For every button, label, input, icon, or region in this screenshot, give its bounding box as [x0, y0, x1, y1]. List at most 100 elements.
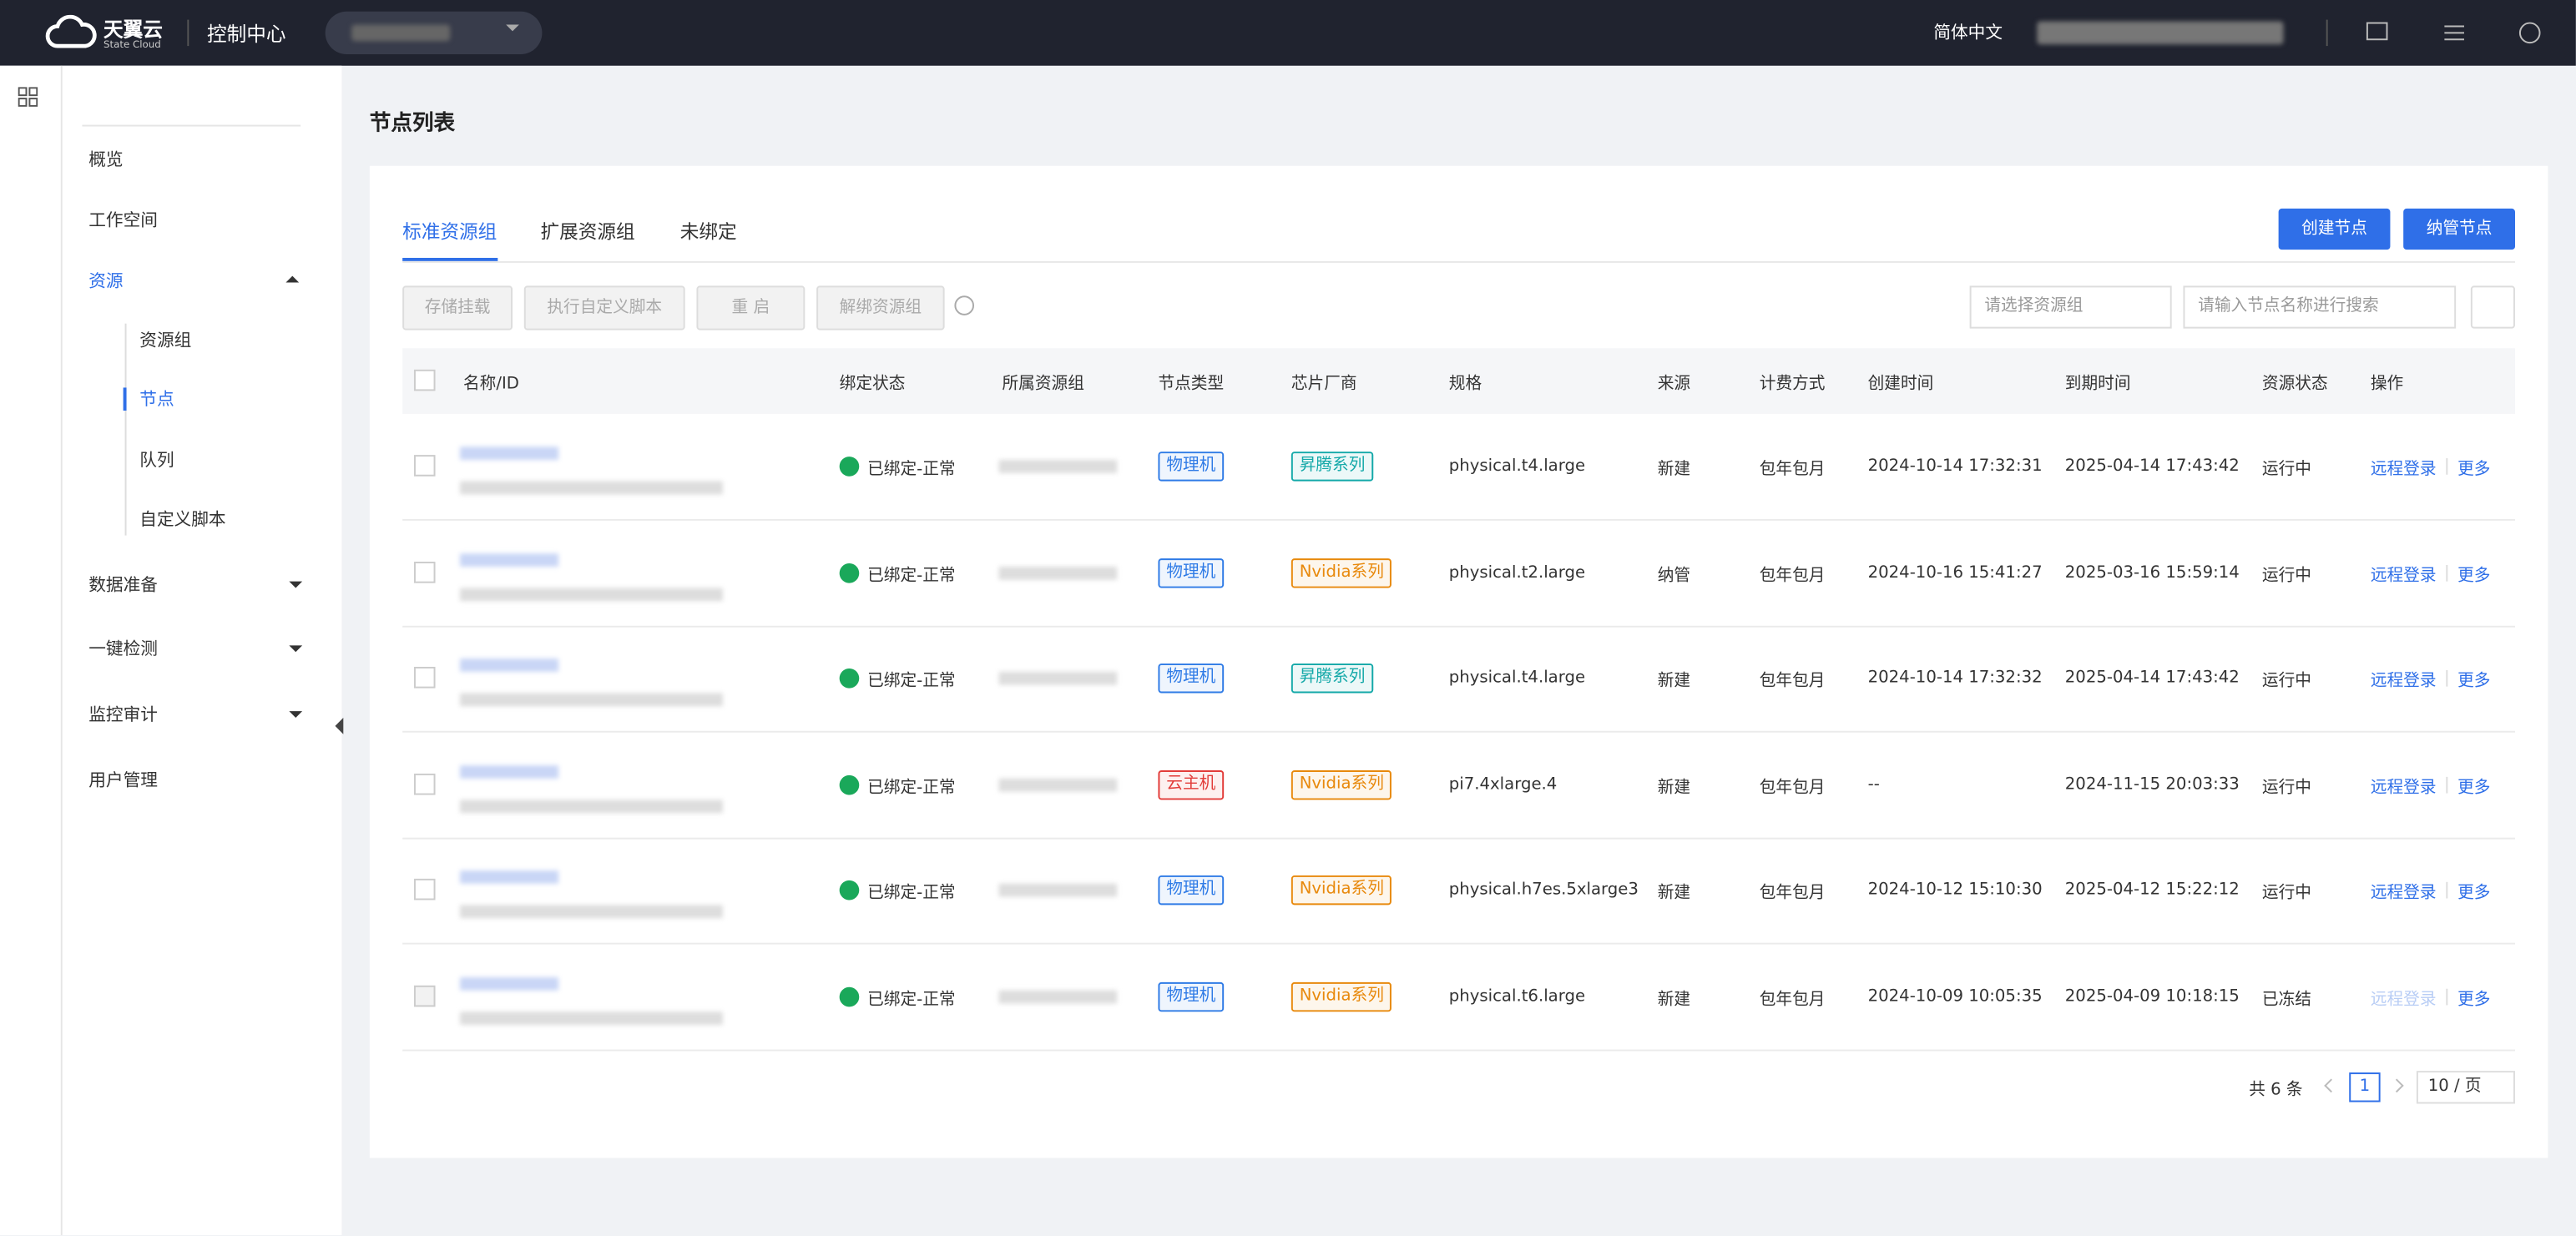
toolbar-button[interactable]: 存储挂载: [402, 285, 513, 330]
current-page[interactable]: 1: [2349, 1072, 2381, 1102]
nav-item[interactable]: 数据准备: [88, 575, 158, 596]
row-divider: [402, 730, 2516, 733]
cell-expires: 2025-03-16 15:59:14: [2064, 563, 2240, 582]
nav-item[interactable]: 监控审计: [88, 705, 158, 725]
status-dot: [839, 774, 860, 795]
row-checkbox[interactable]: [413, 984, 436, 1006]
nav-item[interactable]: 工作空间: [88, 210, 158, 231]
column-header: 所属资源组: [1002, 375, 1084, 394]
nav-item[interactable]: 用户管理: [88, 770, 158, 791]
name-redacted: [460, 552, 559, 566]
more-link[interactable]: 更多: [2457, 566, 2491, 585]
nav-sub-item[interactable]: 队列: [139, 451, 174, 471]
caret-down[interactable]: [289, 581, 303, 595]
cell-expires: 2025-04-09 10:18:15: [2064, 986, 2240, 1006]
nav-sub-item[interactable]: 节点: [139, 390, 174, 411]
row-divider: [402, 624, 2516, 627]
remote-login-link[interactable]: 远程登录: [2370, 566, 2437, 585]
cell-state: 运行中: [2261, 672, 2311, 691]
remote-login-link[interactable]: 远程登录: [2370, 884, 2437, 903]
more-link[interactable]: 更多: [2457, 672, 2491, 691]
language-switch[interactable]: 简体中文: [1933, 23, 2003, 43]
column-header: 规格: [1448, 375, 1482, 394]
card: 标准资源组 扩展资源组 未绑定 创建节点 纳管节点存储挂载 执行自定义脚本重 启解绑资源组…: [369, 165, 2548, 1158]
group-redacted: [998, 777, 1118, 791]
cell-created: 2024-10-16 15:41:27: [1867, 563, 2043, 582]
more-link[interactable]: 更多: [2457, 778, 2491, 797]
nav-item[interactable]: 一键检测: [88, 639, 158, 660]
group-select[interactable]: 请选择资源组: [1969, 285, 2172, 329]
caret-up[interactable]: [285, 270, 300, 283]
binding-status: 已绑定-正常: [867, 672, 956, 691]
nav-item[interactable]: 资源: [88, 271, 124, 292]
link-divider: [2446, 669, 2448, 687]
node-type-tag: 物理机: [1158, 557, 1225, 588]
nav-item[interactable]: 概览: [88, 150, 124, 170]
brand-sub: State Cloud: [103, 39, 161, 52]
settings-icon[interactable]: [2442, 22, 2466, 45]
nav-sub-item[interactable]: 资源组: [139, 330, 192, 351]
tab[interactable]: 扩展资源组: [540, 219, 635, 244]
page-size-select[interactable]: 10 / 页: [2416, 1071, 2516, 1104]
binding-status: 已绑定-正常: [867, 990, 956, 1009]
prev-page[interactable]: [2324, 1078, 2338, 1093]
name-redacted: [460, 870, 559, 884]
row-checkbox[interactable]: [413, 455, 436, 477]
toolbar-button[interactable]: 解绑资源组: [816, 285, 945, 330]
remote-login-link[interactable]: 远程登录: [2370, 778, 2437, 797]
chip-vendor-tag: 昇腾系列: [1291, 663, 1374, 694]
cell-spec: physical.h7es.5xlarge3: [1448, 880, 1639, 900]
cell-source: 新建: [1657, 884, 1691, 903]
caret-down[interactable]: [289, 711, 303, 724]
cell-state: 运行中: [2261, 566, 2311, 585]
region-select[interactable]: [325, 11, 543, 54]
icon-rail: [0, 65, 63, 1235]
toolbar-button[interactable]: 重 启: [696, 285, 806, 330]
name-redacted: [460, 446, 559, 461]
nav-sub-item[interactable]: 自定义脚本: [139, 510, 226, 530]
primary-button[interactable]: 创建节点: [2278, 208, 2391, 250]
toolbar-button[interactable]: 执行自定义脚本: [523, 285, 685, 330]
refresh-button[interactable]: [2470, 285, 2516, 329]
tab[interactable]: 标准资源组: [402, 219, 498, 244]
name-redacted: [460, 764, 559, 778]
primary-button[interactable]: 纳管节点: [2403, 208, 2516, 250]
group-redacted: [998, 460, 1118, 473]
id-redacted: [460, 1011, 723, 1025]
header-checkbox[interactable]: [413, 369, 436, 391]
column-header: 节点类型: [1158, 375, 1225, 394]
row-checkbox[interactable]: [413, 878, 436, 901]
caret-down[interactable]: [289, 645, 303, 658]
node-type-tag: 物理机: [1158, 452, 1225, 482]
chip-vendor-tag: Nvidia系列: [1291, 875, 1392, 906]
row-checkbox[interactable]: [413, 772, 436, 795]
sidebar: 概览工作空间资源资源组节点队列自定义脚本数据准备一键检测监控审计用户管理: [62, 65, 344, 1235]
column-header: 操作: [2370, 375, 2404, 394]
name-redacted: [460, 976, 559, 990]
row-checkbox[interactable]: [413, 667, 436, 689]
search-input[interactable]: 请输入节点名称进行搜索: [2183, 285, 2457, 329]
next-page[interactable]: [2389, 1078, 2404, 1093]
cell-billing: 包年包月: [1759, 461, 1826, 479]
id-redacted: [460, 481, 723, 495]
group-redacted: [998, 989, 1118, 1003]
grid-icon[interactable]: [18, 87, 38, 107]
column-header: 名称/ID: [462, 375, 519, 394]
column-header: 绑定状态: [839, 375, 906, 394]
column-header: 资源状态: [2261, 375, 2328, 394]
more-link[interactable]: 更多: [2457, 461, 2491, 479]
remote-login-link[interactable]: 远程登录: [2370, 672, 2437, 691]
cell-expires: 2025-04-12 15:22:12: [2064, 880, 2240, 900]
more-link[interactable]: 更多: [2457, 990, 2491, 1009]
row-divider: [402, 518, 2516, 521]
cell-created: --: [1867, 774, 1880, 794]
more-link[interactable]: 更多: [2457, 884, 2491, 903]
cell-billing: 包年包月: [1759, 566, 1826, 585]
row-checkbox[interactable]: [413, 561, 436, 583]
help-icon[interactable]: [2518, 22, 2542, 45]
cell-created: 2024-10-14 17:32:31: [1867, 457, 2043, 476]
tab[interactable]: 未绑定: [679, 219, 737, 244]
remote-login-link[interactable]: 远程登录: [2370, 461, 2437, 479]
message-icon[interactable]: [2366, 22, 2389, 45]
